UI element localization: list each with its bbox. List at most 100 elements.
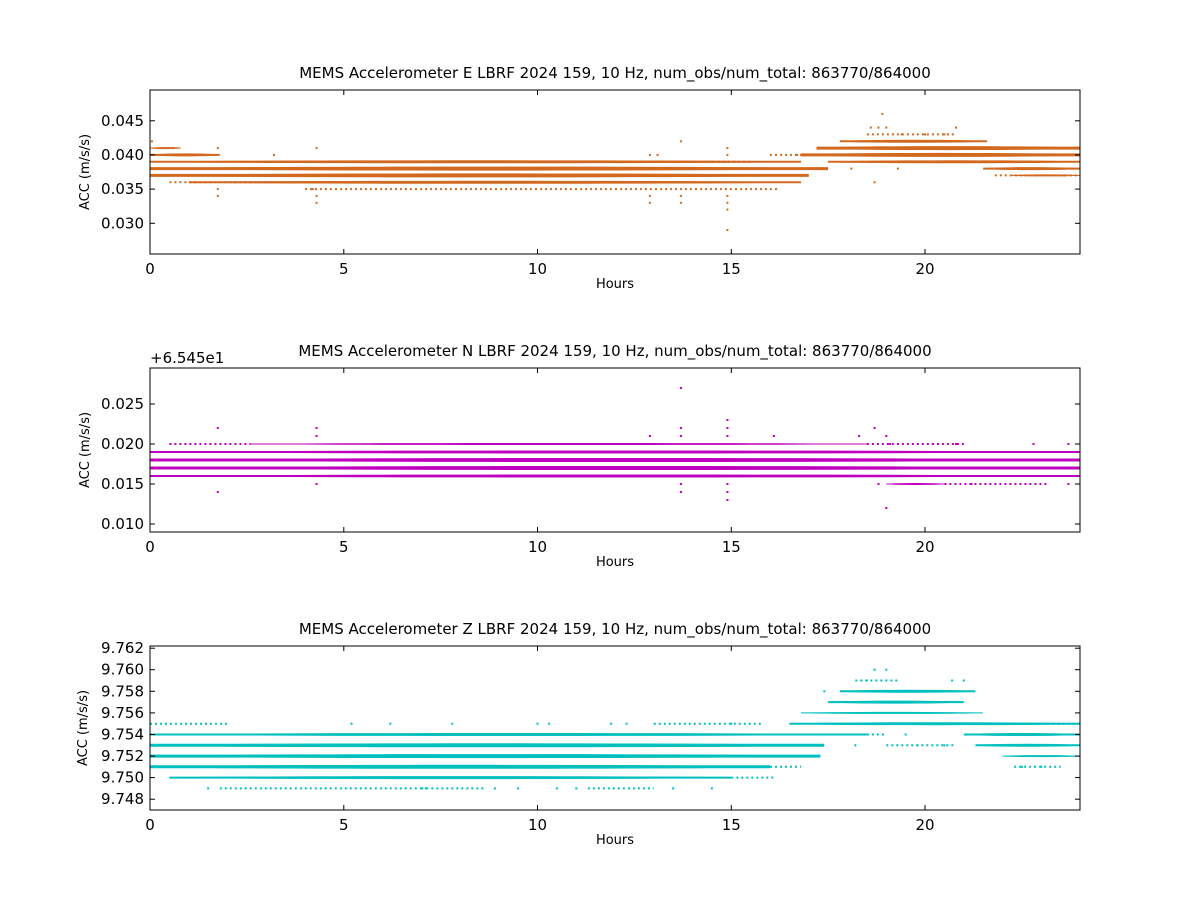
plot-area (150, 668, 1081, 790)
y-tick-label: 9.756 (101, 704, 144, 722)
y-tick-label: 9.750 (101, 769, 144, 787)
data-point (924, 133, 926, 136)
data-point (726, 201, 729, 204)
y-tick-label: 0.035 (101, 180, 144, 198)
data-point (679, 435, 682, 437)
data-point (885, 507, 888, 509)
data-point (656, 153, 659, 156)
data-point (896, 167, 899, 170)
x-tick-label: 15 (722, 538, 741, 556)
data-point (881, 112, 884, 115)
data-point (885, 435, 888, 437)
x-axis-ticks: 0 5 10 15 20 (145, 90, 935, 278)
data-point (1067, 483, 1070, 485)
y-tick-label: 0.020 (101, 435, 144, 453)
data-point (726, 419, 729, 421)
data-point (207, 787, 210, 790)
data-point (517, 787, 520, 790)
data-point (726, 427, 729, 429)
y-axis-label: ACC (m/s/s) (78, 134, 93, 210)
y-axis-label: ACC (m/s/s) (78, 412, 93, 488)
chart-title: MEMS Accelerometer E LBRF 2024 159, 10 H… (299, 64, 931, 83)
data-point (648, 153, 651, 156)
data-point (1040, 765, 1043, 768)
data-point (772, 435, 775, 437)
data-point (726, 194, 729, 197)
y-tick-label: 9.762 (101, 639, 144, 657)
data-point (216, 188, 219, 191)
x-axis-label: Hours (596, 833, 634, 848)
panel-n: MEMS Accelerometer N LBRF 2024 159, 10 H… (78, 342, 1081, 570)
data-point (877, 126, 880, 129)
data-point (726, 147, 729, 150)
data-point (726, 499, 729, 501)
data-point (726, 483, 729, 485)
data-point (869, 126, 872, 129)
data-point (610, 722, 613, 725)
x-tick-label: 10 (528, 538, 547, 556)
data-point (493, 787, 496, 790)
y-tick-label: 9.758 (101, 682, 144, 700)
data-point (679, 140, 682, 143)
x-tick-label: 5 (339, 816, 349, 834)
data-point (877, 483, 880, 485)
data-point (1032, 443, 1035, 445)
data-point (854, 744, 857, 747)
y-tick-label: 9.752 (101, 747, 144, 765)
data-point (858, 435, 861, 437)
x-tick-label: 20 (915, 538, 934, 556)
data-point (955, 126, 957, 129)
y-tick-label: 0.030 (101, 214, 144, 232)
data-point (648, 435, 651, 437)
data-point (216, 427, 219, 429)
chart-title: MEMS Accelerometer Z LBRF 2024 159, 10 H… (299, 620, 931, 639)
data-point (904, 733, 907, 736)
data-point (730, 722, 733, 725)
panel-e: MEMS Accelerometer E LBRF 2024 159, 10 H… (78, 64, 1081, 292)
data-point (970, 483, 973, 485)
data-point (555, 787, 558, 790)
data-point (726, 153, 729, 156)
data-point (931, 443, 934, 445)
data-point (710, 160, 713, 163)
x-tick-label: 5 (339, 260, 349, 278)
x-tick-label: 15 (722, 816, 741, 834)
data-point (548, 722, 551, 725)
x-tick-label: 5 (339, 538, 349, 556)
data-point (625, 722, 628, 725)
data-point (216, 491, 219, 493)
x-axis-ticks: 0 5 10 15 20 (145, 646, 935, 834)
x-tick-label: 10 (528, 816, 547, 834)
data-point (679, 427, 682, 429)
y-tick-label: 0.015 (101, 475, 144, 493)
data-point (842, 733, 845, 736)
y-axis-ticks: 0.010 0.015 0.020 0.025 (101, 395, 1080, 533)
data-point (951, 679, 954, 682)
y-tick-label: 9.754 (101, 726, 144, 744)
y-tick-label: 0.025 (101, 395, 144, 413)
data-point (885, 126, 888, 129)
plot-area (150, 112, 1081, 232)
data-point (451, 722, 454, 725)
plot-area (150, 387, 1080, 509)
data-point (831, 701, 833, 704)
x-axis-ticks: 0 5 10 15 20 (145, 368, 935, 556)
x-tick-label: 20 (915, 816, 934, 834)
data-point (1036, 174, 1039, 177)
y-tick-label: 0.045 (101, 112, 144, 130)
data-point (216, 147, 219, 150)
y-tick-label: 0.040 (101, 146, 144, 164)
data-point (315, 483, 318, 485)
data-point (889, 443, 892, 445)
data-point (679, 387, 682, 389)
data-point (679, 491, 682, 493)
data-point (679, 201, 682, 204)
data-point (1063, 174, 1066, 177)
y-tick-label: 9.748 (101, 790, 144, 808)
chart-title: MEMS Accelerometer N LBRF 2024 159, 10 H… (298, 342, 931, 361)
x-tick-label: 20 (915, 260, 934, 278)
data-point (1067, 443, 1070, 445)
data-point (315, 201, 318, 204)
data-point (1020, 765, 1023, 768)
